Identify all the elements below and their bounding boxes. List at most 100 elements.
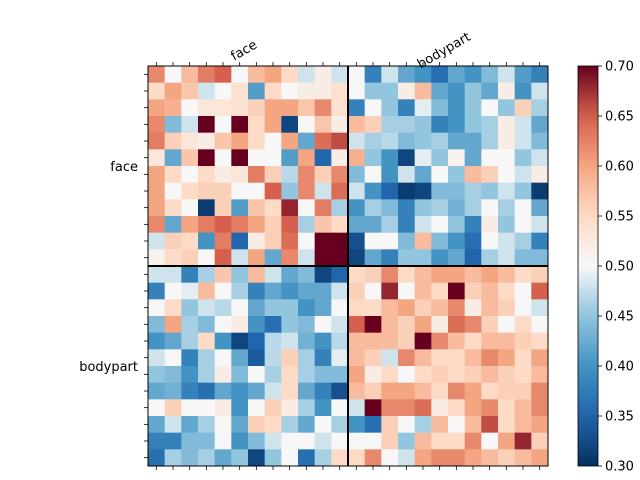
heatmap-cell xyxy=(314,449,332,467)
heatmap-cell xyxy=(431,266,449,284)
heatmap-cell xyxy=(431,99,449,117)
heatmap-cell xyxy=(331,282,349,300)
heatmap-cell xyxy=(414,432,432,450)
heatmap-cell xyxy=(431,182,449,200)
heatmap-cell xyxy=(414,216,432,234)
heatmap-cell xyxy=(181,316,199,334)
heatmap-cell xyxy=(181,349,199,367)
heatmap-cell xyxy=(248,282,266,300)
heatmap-cell xyxy=(281,132,299,150)
heatmap-cell xyxy=(331,349,349,367)
heatmap-cell xyxy=(264,182,282,200)
heatmap-cell xyxy=(264,149,282,167)
heatmap-cell xyxy=(331,332,349,350)
heatmap-cell xyxy=(414,232,432,250)
heatmap-cell xyxy=(281,99,299,117)
heatmap-cell xyxy=(514,349,532,367)
heatmap-cell xyxy=(214,182,232,200)
colorbar-gradient xyxy=(577,65,599,467)
heatmap-cell xyxy=(498,66,516,84)
heatmap-cell xyxy=(264,366,282,384)
heatmap-cell xyxy=(231,149,249,167)
heatmap-cell xyxy=(448,99,466,117)
heatmap-cell xyxy=(431,366,449,384)
heatmap-cell xyxy=(348,166,366,184)
heatmap-cell xyxy=(248,432,266,450)
heatmap-cell xyxy=(231,282,249,300)
heatmap-cell xyxy=(181,432,199,450)
heatmap-cell xyxy=(164,116,182,134)
heatmap-cell xyxy=(448,82,466,100)
heatmap-cell xyxy=(248,99,266,117)
heatmap-cell xyxy=(481,216,499,234)
heatmap-cell xyxy=(214,66,232,84)
heatmap-cell xyxy=(264,232,282,250)
heatmap-cell xyxy=(481,166,499,184)
heatmap-cell xyxy=(148,182,166,200)
heatmap-cell xyxy=(398,199,416,217)
heatmap-cell xyxy=(414,249,432,267)
heatmap-cell xyxy=(164,249,182,267)
heatmap-cell xyxy=(514,82,532,100)
heatmap-cell xyxy=(398,266,416,284)
heatmap-cell xyxy=(364,349,382,367)
heatmap-cell xyxy=(381,432,399,450)
heatmap-cell xyxy=(164,199,182,217)
heatmap-cell xyxy=(248,66,266,84)
heatmap-cell xyxy=(181,199,199,217)
heatmap-cell xyxy=(531,399,549,417)
heatmap-cell xyxy=(331,299,349,317)
heatmap-cell xyxy=(181,149,199,167)
heatmap-cell xyxy=(281,82,299,100)
heatmap-cell xyxy=(514,332,532,350)
heatmap-cell xyxy=(331,366,349,384)
heatmap-cell xyxy=(348,349,366,367)
heatmap-cell xyxy=(231,199,249,217)
heatmap-cell xyxy=(164,99,182,117)
heatmap-cell xyxy=(231,416,249,434)
heatmap-cell xyxy=(231,99,249,117)
heatmap-cell xyxy=(481,382,499,400)
heatmap-cell xyxy=(348,366,366,384)
heatmap-cell xyxy=(248,332,266,350)
heatmap-cell xyxy=(231,249,249,267)
heatmap-cell xyxy=(164,349,182,367)
heatmap-cell xyxy=(414,316,432,334)
heatmap-cell xyxy=(414,282,432,300)
heatmap-cell xyxy=(348,399,366,417)
heatmap-cell xyxy=(264,82,282,100)
heatmap-cell xyxy=(531,116,549,134)
heatmap-cell xyxy=(248,149,266,167)
heatmap-cell xyxy=(498,366,516,384)
heatmap-cell xyxy=(531,166,549,184)
heatmap-cell xyxy=(198,232,216,250)
heatmap-cell xyxy=(364,316,382,334)
colorbar-tick-label: 0.65 xyxy=(605,110,634,125)
heatmap-cell xyxy=(181,282,199,300)
heatmap-cell xyxy=(514,232,532,250)
heatmap-cell xyxy=(514,266,532,284)
heatmap-cell xyxy=(198,182,216,200)
heatmap-cell xyxy=(414,382,432,400)
heatmap-cell xyxy=(481,432,499,450)
heatmap-cell xyxy=(148,399,166,417)
heatmap-cell xyxy=(198,332,216,350)
heatmap-cell xyxy=(448,266,466,284)
heatmap-cell xyxy=(248,382,266,400)
heatmap-cell xyxy=(464,349,482,367)
heatmap-cell xyxy=(481,66,499,84)
heatmap-cell xyxy=(231,366,249,384)
heatmap-cell xyxy=(398,216,416,234)
heatmap-cell xyxy=(364,332,382,350)
heatmap-cell xyxy=(414,266,432,284)
heatmap-cell xyxy=(464,116,482,134)
heatmap-cell xyxy=(381,382,399,400)
heatmap-cell xyxy=(448,349,466,367)
heatmap-cell xyxy=(164,449,182,467)
heatmap-cell xyxy=(248,349,266,367)
heatmap-cell xyxy=(464,332,482,350)
heatmap-cell xyxy=(314,66,332,84)
heatmap-cell xyxy=(364,249,382,267)
heatmap-cell xyxy=(231,132,249,150)
